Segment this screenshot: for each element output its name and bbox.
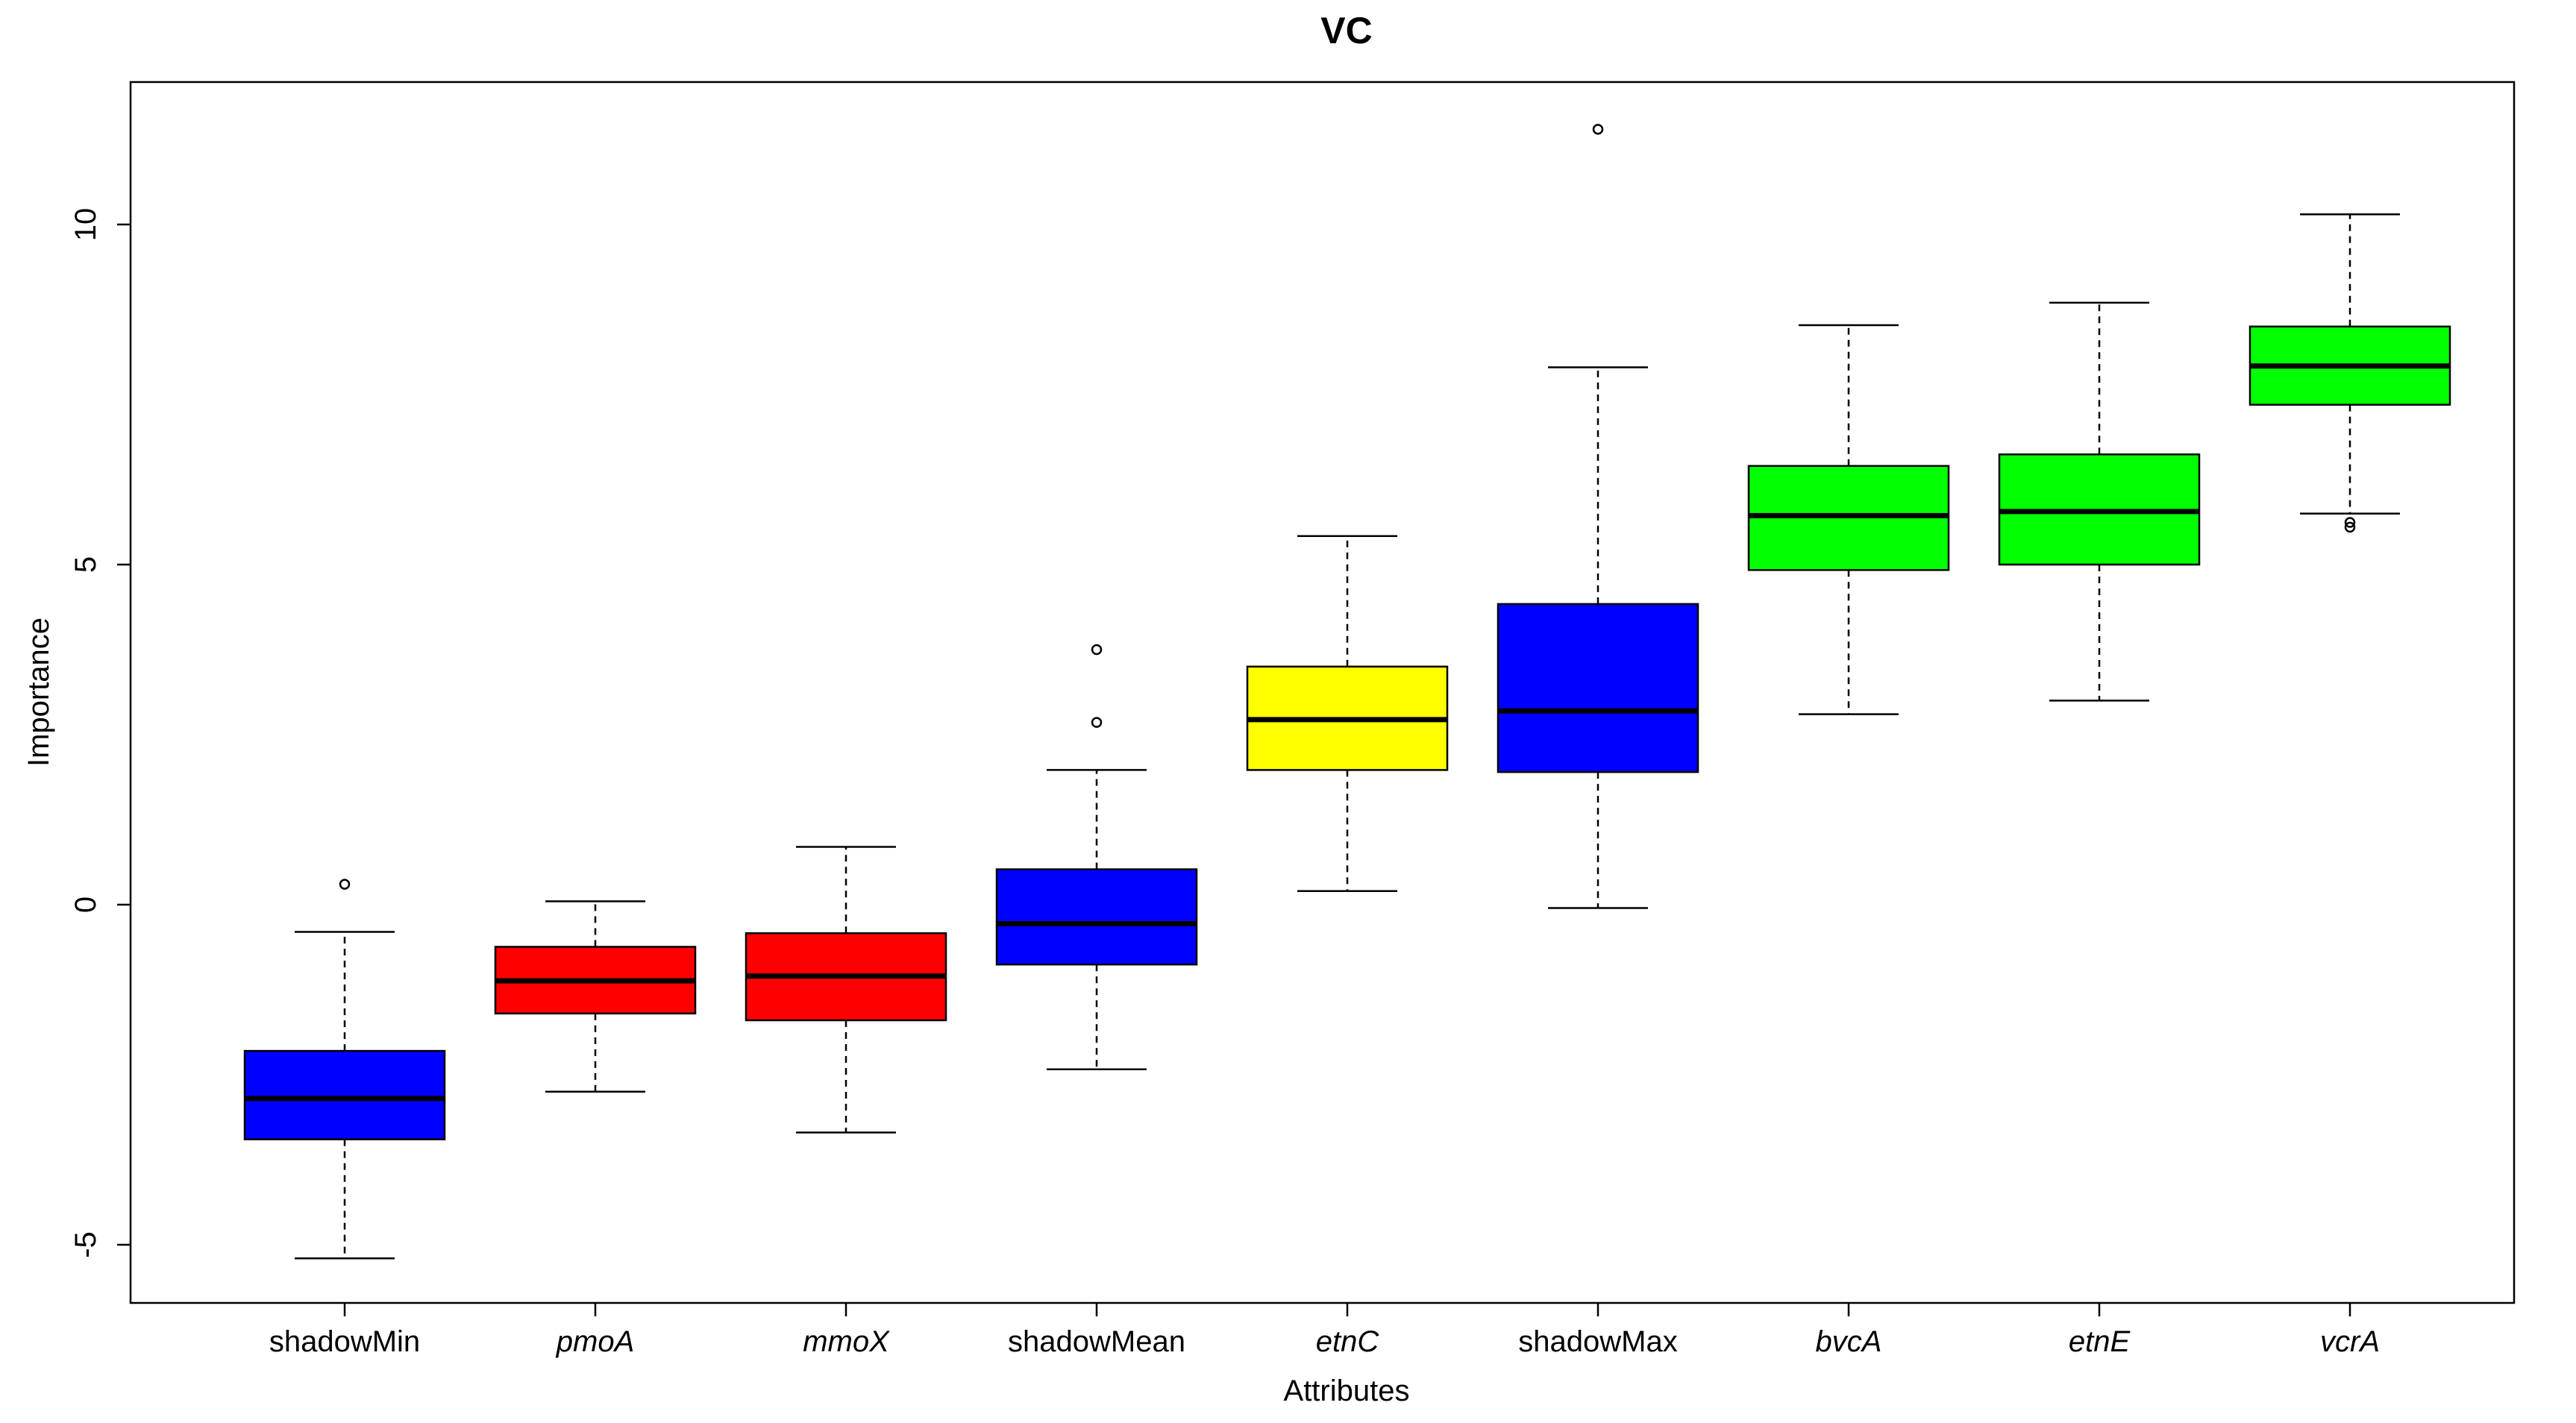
boxes-layer: shadowMin pmoA mmoX shadowMean etnC shadowMax… bbox=[243, 124, 2451, 1358]
box-shadowMax: shadowMax bbox=[1497, 124, 1699, 1358]
outlier-point bbox=[1091, 717, 1103, 728]
box-shadowMin: shadowMin bbox=[243, 879, 446, 1358]
box-mmoX: mmoX bbox=[745, 846, 947, 1358]
x-tick-label: bvcA bbox=[1816, 1325, 1882, 1358]
y-tick-label: 0 bbox=[69, 896, 102, 913]
plot-frame bbox=[129, 81, 2516, 1304]
y-axis-title: Importance bbox=[22, 618, 55, 767]
x-tick-label: shadowMax bbox=[1518, 1325, 1677, 1358]
x-tick-label: pmoA bbox=[556, 1325, 635, 1358]
outlier-point bbox=[1091, 644, 1103, 656]
box-pmoA: pmoA bbox=[494, 900, 697, 1358]
y-axis: -5 0 5 10 bbox=[69, 208, 131, 1258]
iqr-box bbox=[1497, 603, 1699, 773]
x-axis-title: Attributes bbox=[1284, 1375, 1410, 1407]
outlier-point bbox=[1592, 124, 1604, 135]
x-tick-label: shadowMean bbox=[1008, 1325, 1185, 1358]
x-tick-label: mmoX bbox=[803, 1325, 890, 1358]
iqr-box bbox=[243, 1049, 446, 1140]
y-tick-label: 5 bbox=[69, 556, 102, 573]
iqr-box bbox=[995, 868, 1198, 966]
box-etnC: etnC bbox=[1246, 535, 1449, 1358]
outlier-point bbox=[2344, 517, 2356, 528]
x-tick-label: etnC bbox=[1316, 1325, 1380, 1358]
box-shadowMean: shadowMean bbox=[995, 644, 1198, 1358]
y-tick-label: -5 bbox=[69, 1231, 102, 1258]
box-vcrA: vcrA bbox=[2248, 213, 2451, 1358]
outlier-point bbox=[2344, 521, 2356, 533]
outlier-point bbox=[339, 879, 351, 890]
x-tick-label: vcrA bbox=[2320, 1325, 2380, 1358]
x-tick-label: etnE bbox=[2069, 1325, 2131, 1358]
box-bvcA: bvcA bbox=[1747, 324, 1950, 1358]
box-etnE: etnE bbox=[1998, 301, 2201, 1358]
x-tick-label: shadowMin bbox=[269, 1325, 420, 1358]
chart-title: VC bbox=[1320, 10, 1372, 51]
y-tick-label: 10 bbox=[69, 208, 102, 242]
